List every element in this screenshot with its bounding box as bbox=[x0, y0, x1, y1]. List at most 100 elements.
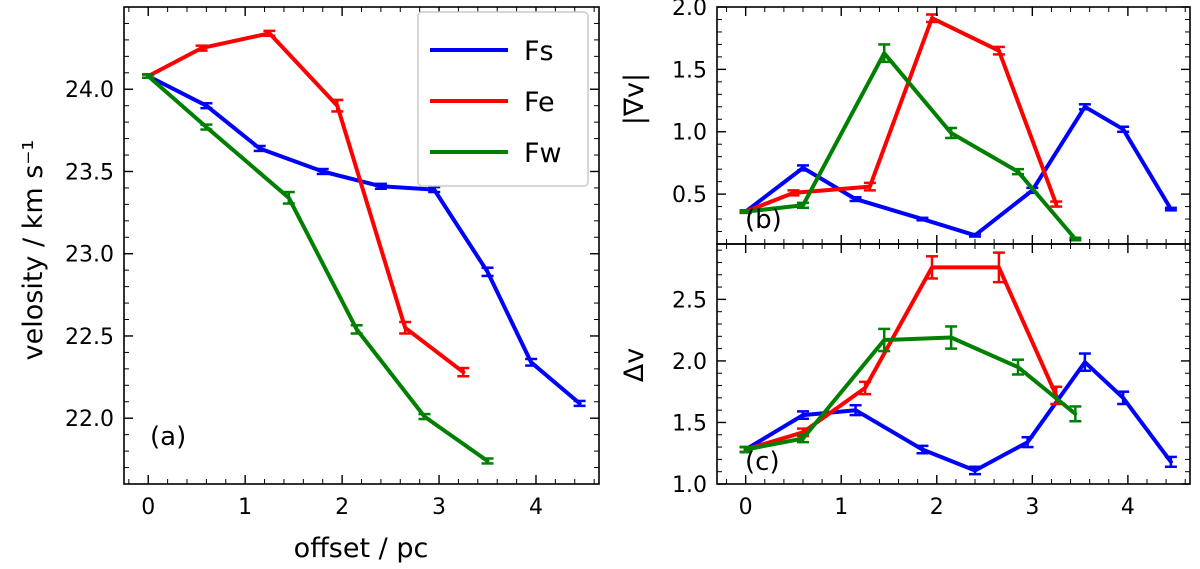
series-line-fw bbox=[743, 335, 1078, 452]
error-bar-fw bbox=[1069, 236, 1082, 242]
y-tick-label: 1.5 bbox=[672, 411, 707, 436]
y-tick-label: 1.0 bbox=[672, 473, 707, 498]
x-tick-label: 2 bbox=[930, 495, 944, 520]
error-bar-fw bbox=[418, 412, 431, 421]
error-bar-fs bbox=[916, 444, 929, 455]
panel-label-a: (a) bbox=[150, 422, 186, 452]
error-bar-fw bbox=[350, 324, 363, 335]
error-bar-fw bbox=[878, 327, 891, 353]
error-bar-fw bbox=[945, 126, 958, 140]
x-tick-label: 4 bbox=[529, 495, 543, 520]
error-bar-fs bbox=[1117, 390, 1130, 406]
y-tick-label: 1.0 bbox=[672, 121, 707, 146]
legend-label-fe: Fe bbox=[524, 87, 555, 118]
error-bar-fe bbox=[992, 251, 1005, 284]
error-bar-fs bbox=[1164, 206, 1177, 212]
panel-label-c: (c) bbox=[745, 447, 780, 477]
panel-b-ylabel: |∇v| bbox=[619, 73, 650, 125]
series-line-fe bbox=[743, 265, 1059, 452]
y-tick-label: 2.0 bbox=[672, 0, 707, 21]
error-bar-fs bbox=[1078, 103, 1091, 111]
error-bar-fs bbox=[316, 167, 329, 176]
error-bar-fw bbox=[945, 325, 958, 350]
legend: Fs Fe Fw bbox=[417, 11, 589, 187]
error-bar-fe bbox=[926, 13, 938, 24]
panel-a-ylabel: velosity / km s⁻¹ bbox=[18, 140, 49, 361]
panel-label-b: (b) bbox=[745, 205, 782, 235]
error-bar-fs bbox=[1021, 435, 1034, 449]
panel-a-xlabel: offset / pc bbox=[294, 533, 429, 564]
series-group-a bbox=[142, 29, 586, 465]
error-bar-fw bbox=[797, 433, 809, 444]
error-bar-fs bbox=[573, 399, 586, 408]
error-bar-fe bbox=[331, 98, 344, 113]
series-line-fe bbox=[743, 16, 1059, 214]
error-bar-fs bbox=[849, 403, 862, 417]
error-bar-fw bbox=[200, 123, 213, 131]
x-tick-label: 1 bbox=[238, 495, 252, 520]
error-bar-fs bbox=[1117, 125, 1130, 133]
x-tick-label: 1 bbox=[834, 495, 848, 520]
error-bar-fs bbox=[428, 185, 441, 194]
error-bar-fe bbox=[1050, 200, 1063, 208]
y-tick-label: 2.0 bbox=[672, 350, 707, 375]
panel-a: velosity / km s⁻¹ offset / pc 0 1 2 3 4 22.0 2… bbox=[18, 6, 600, 564]
plot-frame-c bbox=[716, 243, 1191, 485]
y-tick-label: 22.5 bbox=[65, 325, 114, 350]
x-tick-label: 4 bbox=[1121, 495, 1135, 520]
y-tick-label: 1.5 bbox=[672, 58, 707, 83]
y-tick-label: 23.5 bbox=[65, 160, 114, 185]
error-bar-fs bbox=[525, 357, 538, 367]
error-bar-fs bbox=[916, 216, 929, 222]
panel-b: |∇v| 0.5 1.0 1.5 2.0 (b) bbox=[619, 0, 1191, 245]
error-bar-fe bbox=[787, 189, 800, 197]
panel-c: Δv 0 1 2 3 4 1.0 1.5 2.0 2.5 (c) bbox=[619, 243, 1191, 520]
error-bar-fs bbox=[1164, 455, 1177, 469]
error-bar-fe bbox=[399, 320, 412, 335]
error-bar-fw bbox=[739, 445, 752, 454]
error-bar-fw bbox=[1069, 405, 1082, 423]
error-bar-fs bbox=[481, 266, 494, 278]
error-bar-fs bbox=[253, 144, 266, 153]
error-bar-fw bbox=[1012, 358, 1024, 376]
error-bar-fw bbox=[1012, 167, 1024, 176]
error-bar-fs bbox=[969, 465, 981, 476]
x-tick-label: 2 bbox=[335, 495, 349, 520]
x-tick-label: 3 bbox=[1025, 495, 1039, 520]
error-bar-fe bbox=[195, 44, 208, 52]
x-tick-label: 0 bbox=[739, 495, 753, 520]
series-line-fs bbox=[743, 104, 1173, 238]
error-bar-fw bbox=[282, 190, 295, 205]
error-bar-fw bbox=[739, 209, 752, 215]
panel-c-ylabel: Δv bbox=[619, 348, 650, 382]
error-bar-fw bbox=[797, 201, 809, 210]
error-bar-fs bbox=[969, 232, 981, 238]
error-bar-fw bbox=[481, 457, 494, 465]
error-bar-fw bbox=[142, 73, 155, 79]
error-bar-fe bbox=[926, 255, 938, 280]
error-bar-fe bbox=[863, 181, 876, 192]
error-bar-fw bbox=[878, 43, 891, 64]
error-bar-fs bbox=[200, 101, 213, 110]
x-tick-label: 0 bbox=[141, 495, 155, 520]
y-tick-label: 22.0 bbox=[65, 407, 114, 432]
series-group-c bbox=[739, 251, 1177, 476]
y-tick-label: 0.5 bbox=[672, 183, 707, 208]
legend-label-fw: Fw bbox=[524, 138, 562, 169]
y-tick-label: 24.0 bbox=[65, 78, 114, 103]
series-line-fw bbox=[743, 51, 1078, 241]
error-bar-fs bbox=[797, 164, 809, 172]
series-line-fw bbox=[146, 74, 490, 463]
series-group-b bbox=[739, 13, 1177, 242]
legend-label-fs: Fs bbox=[524, 36, 554, 67]
error-bar-fe bbox=[263, 29, 276, 38]
error-bar-fs bbox=[849, 195, 862, 203]
error-bar-fe bbox=[457, 366, 470, 378]
x-tick-label: 3 bbox=[432, 495, 446, 520]
series-line-fs bbox=[743, 360, 1173, 473]
error-bar-fs bbox=[797, 410, 809, 421]
y-tick-label: 23.0 bbox=[65, 243, 114, 268]
error-bar-fe bbox=[859, 380, 872, 396]
series-line-fe bbox=[146, 31, 466, 375]
